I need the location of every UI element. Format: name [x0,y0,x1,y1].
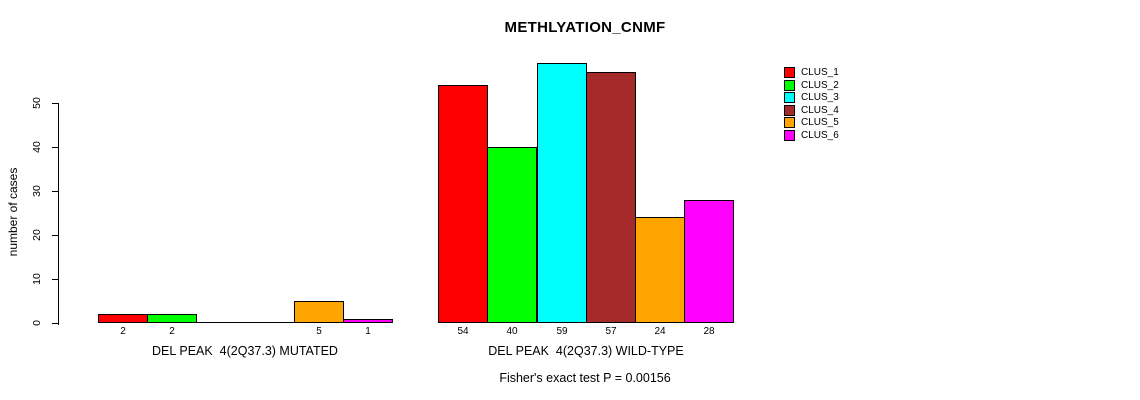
bar-value-label-clus-2-mutated: 2 [169,326,175,337]
legend-label-clus-6: CLUS_6 [801,130,839,141]
group-label-mutated: DEL PEAK 4(2Q37.3) MUTATED [152,344,338,358]
legend-label-clus-2: CLUS_2 [801,80,839,91]
y-axis-tick [52,103,58,104]
legend-swatch-clus-5 [784,117,795,128]
y-axis-tick-label: 20 [31,229,43,241]
bar-value-label-clus-6-wild-type: 28 [703,326,715,337]
bar-value-label-clus-5-mutated: 5 [316,326,322,337]
bar-clus-3-mutated [196,322,246,323]
bar-value-label-clus-3-wild-type: 59 [556,326,568,337]
legend-swatch-clus-4 [784,105,795,116]
y-axis-tick [52,235,58,236]
legend-label-clus-3: CLUS_3 [801,92,839,103]
y-axis-tick [52,279,58,280]
legend-swatch-clus-6 [784,130,795,141]
legend-label-clus-4: CLUS_4 [801,105,839,116]
bar-clus-6-wild-type [684,200,734,323]
bar-clus-3-wild-type [537,63,587,323]
bar-value-label-clus-5-wild-type: 24 [654,326,666,337]
legend-label-clus-5: CLUS_5 [801,117,839,128]
y-axis-tick-label: 0 [31,320,43,326]
bar-clus-2-mutated [147,314,197,323]
legend-swatch-clus-1 [784,67,795,78]
bar-value-label-clus-6-mutated: 1 [365,326,371,337]
y-axis-tick [52,323,58,324]
y-axis-tick-label: 10 [31,273,43,285]
y-axis-tick-label: 30 [31,185,43,197]
legend-swatch-clus-2 [784,80,795,91]
legend-swatch-clus-3 [784,92,795,103]
y-axis-line [58,103,59,325]
fisher-test-annotation: Fisher's exact test P = 0.00156 [499,371,671,385]
bar-clus-4-mutated [245,322,295,323]
bar-value-label-clus-1-wild-type: 54 [457,326,469,337]
bar-clus-1-mutated [98,314,148,323]
bar-clus-4-wild-type [586,72,636,323]
y-axis-tick [52,191,58,192]
bar-clus-5-wild-type [635,217,685,323]
bar-value-label-clus-4-wild-type: 57 [605,326,617,337]
y-axis-label: number of cases [6,167,20,257]
chart-title: METHLYATION_CNMF [504,19,666,36]
bar-clus-5-mutated [294,301,344,323]
bar-value-label-clus-1-mutated: 2 [120,326,126,337]
bar-value-label-clus-2-wild-type: 40 [506,326,518,337]
bar-clus-2-wild-type [487,147,537,323]
bar-clus-1-wild-type [438,85,488,323]
bar-clus-6-mutated [343,319,393,323]
y-axis-tick [52,147,58,148]
y-axis-tick-label: 50 [31,97,43,109]
y-axis-tick-label: 40 [31,141,43,153]
legend-label-clus-1: CLUS_1 [801,67,839,78]
group-label-wild-type: DEL PEAK 4(2Q37.3) WILD-TYPE [488,344,684,358]
